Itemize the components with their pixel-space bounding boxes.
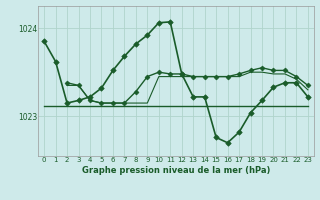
X-axis label: Graphe pression niveau de la mer (hPa): Graphe pression niveau de la mer (hPa) (82, 166, 270, 175)
